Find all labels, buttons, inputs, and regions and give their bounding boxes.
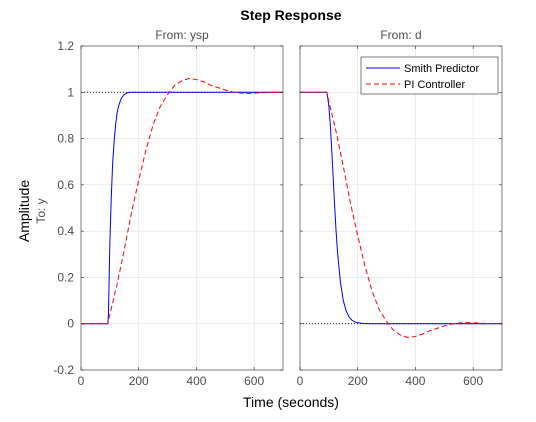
legend-label-pi-controller: PI Controller — [404, 79, 465, 91]
y-tick-label: -0.2 — [53, 363, 74, 377]
y-tick-label: 1 — [67, 85, 74, 99]
y-tick-label: 1.2 — [57, 39, 74, 53]
x-tick-label: 0 — [78, 374, 85, 388]
x-tick-label: 600 — [244, 374, 264, 388]
plot-lines — [81, 77, 284, 325]
axis-ticks: 0 200 400 600 -0.2 0 0.2 0.4 0.6 0.8 1 1.2 — [53, 39, 283, 388]
y-tick-label: 0.8 — [57, 132, 74, 146]
y-tick-label: 0.6 — [57, 178, 74, 192]
y-axis-output-label: To: y — [34, 198, 48, 223]
panel-from-ysp: From: ysp 0 200 400 600 -0.2 0 0.2 0.4 0.6 0.8 1 1.… — [53, 28, 284, 388]
panel-from-d: From: d 0 200 400 600 — [297, 28, 503, 388]
y-tick-label: 0 — [67, 317, 74, 331]
chart-title: Step Response — [240, 7, 341, 23]
x-axis-label: Time (seconds) — [243, 394, 339, 410]
panel-subtitle: From: ysp — [155, 28, 209, 42]
axes-box — [299, 45, 503, 371]
y-tick-label: 0.4 — [57, 224, 74, 238]
axes-background — [81, 46, 283, 370]
axes-background — [300, 46, 502, 370]
x-tick-label: 400 — [186, 374, 206, 388]
panel-subtitle: From: d — [380, 28, 421, 42]
series-line-pi-controller — [300, 91, 503, 339]
axis-ticks: 0 200 400 600 — [297, 45, 502, 388]
legend-box — [360, 56, 499, 95]
x-tick-label: 0 — [297, 374, 304, 388]
x-tick-label: 400 — [405, 374, 425, 388]
x-tick-label: 200 — [129, 374, 149, 388]
axes-box — [80, 45, 284, 371]
series-line-smith-predictor — [81, 91, 283, 325]
y-axis-label: Amplitude — [16, 180, 32, 242]
series-line-pi-controller — [81, 77, 284, 325]
x-tick-label: 200 — [348, 374, 368, 388]
y-tick-label: 0.2 — [57, 270, 74, 284]
legend-label-smith-predictor: Smith Predictor — [404, 63, 480, 75]
x-tick-label: 600 — [463, 374, 483, 388]
legend: Smith Predictor PI Controller — [360, 56, 499, 95]
plot-lines — [300, 91, 503, 339]
